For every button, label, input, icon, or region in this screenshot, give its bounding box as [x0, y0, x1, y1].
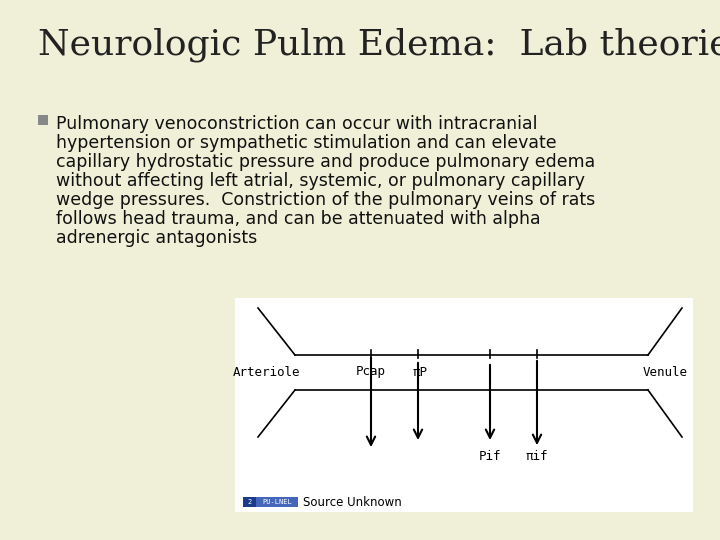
Text: Pulmonary venoconstriction can occur with intracranial: Pulmonary venoconstriction can occur wit… — [56, 115, 538, 133]
Text: πP: πP — [413, 366, 428, 379]
Text: 2: 2 — [248, 499, 251, 505]
Text: without affecting left atrial, systemic, or pulmonary capillary: without affecting left atrial, systemic,… — [56, 172, 585, 190]
Bar — [256, 497, 298, 507]
Text: capillary hydrostatic pressure and produce pulmonary edema: capillary hydrostatic pressure and produ… — [56, 153, 595, 171]
Text: Venule: Venule — [642, 366, 688, 379]
Bar — [38, 115, 48, 125]
Bar — [235, 298, 693, 512]
Text: Pif: Pif — [479, 450, 501, 463]
Text: follows head trauma, and can be attenuated with alpha: follows head trauma, and can be attenuat… — [56, 210, 541, 228]
Text: Neurologic Pulm Edema:  Lab theories: Neurologic Pulm Edema: Lab theories — [38, 28, 720, 63]
Text: PU-LNEL: PU-LNEL — [262, 499, 292, 505]
Text: adrenergic antagonists: adrenergic antagonists — [56, 229, 257, 247]
Text: Arteriole: Arteriole — [233, 366, 301, 379]
Text: hypertension or sympathetic stimulation and can elevate: hypertension or sympathetic stimulation … — [56, 134, 557, 152]
Text: Source Unknown: Source Unknown — [303, 496, 402, 509]
Text: πif: πif — [526, 450, 548, 463]
Text: wedge pressures.  Constriction of the pulmonary veins of rats: wedge pressures. Constriction of the pul… — [56, 191, 595, 209]
Text: Pcap: Pcap — [356, 366, 386, 379]
Bar — [243, 497, 256, 507]
